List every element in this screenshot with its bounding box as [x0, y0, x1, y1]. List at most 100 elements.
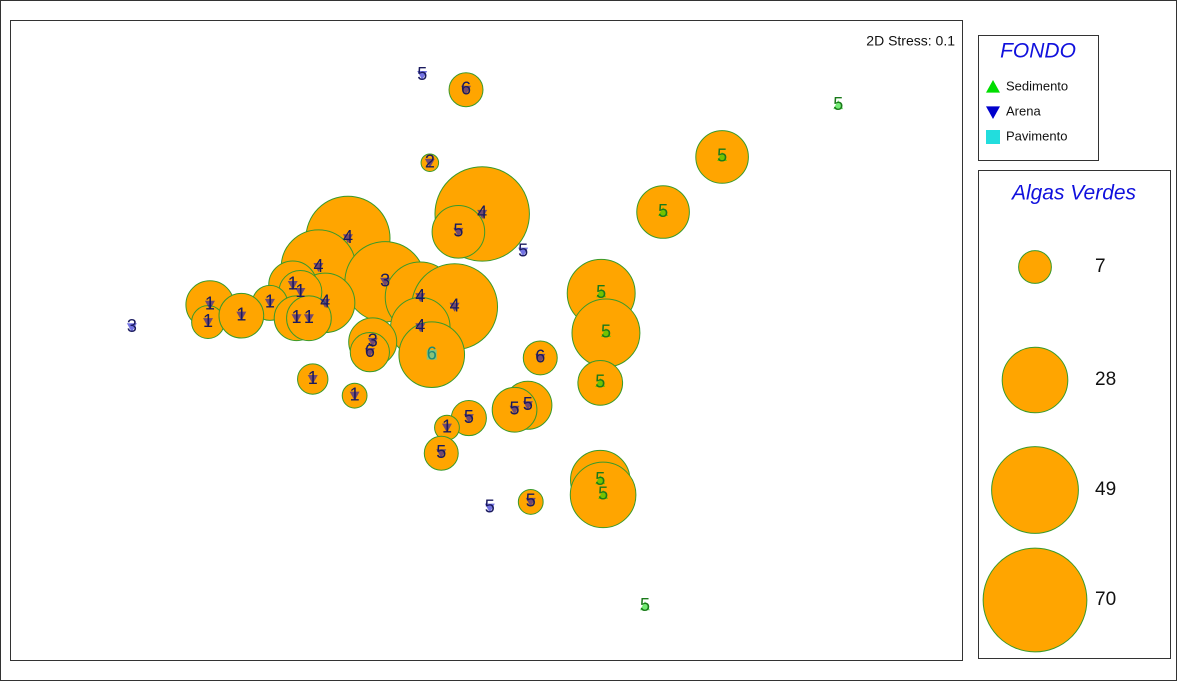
- point-marker: [595, 377, 606, 387]
- point-label: 5: [601, 322, 611, 342]
- point-marker: [417, 71, 428, 81]
- point-label: 5: [717, 146, 727, 166]
- point-marker: [463, 414, 474, 424]
- point-marker: [525, 497, 536, 507]
- point-label: 6: [461, 79, 471, 99]
- size-legend-label: 28: [1095, 369, 1116, 390]
- point-marker: [449, 302, 460, 312]
- point-label: 6: [427, 343, 437, 363]
- point-marker: [484, 503, 495, 513]
- point-label: 5: [510, 399, 520, 419]
- point-label: 2: [425, 151, 435, 171]
- point-label: 1: [236, 304, 246, 324]
- point-marker: [291, 314, 302, 324]
- point-label: 5: [595, 469, 605, 489]
- legend-label: Arena: [1006, 103, 1041, 118]
- point-marker: [717, 151, 728, 161]
- size-legend-bubble: [982, 547, 1088, 653]
- point-label: 1: [288, 274, 298, 294]
- point-label: 5: [436, 442, 446, 462]
- point-label: 5: [464, 407, 474, 427]
- point-marker: [518, 247, 529, 257]
- point-label: 5: [523, 394, 533, 414]
- legend-label: Pavimento: [1006, 128, 1067, 143]
- point-marker: [600, 327, 611, 337]
- point-label: 1: [304, 307, 314, 327]
- point-label: 5: [833, 94, 843, 114]
- point-marker: [295, 288, 306, 297]
- legend-marker: [986, 80, 1000, 93]
- point-label: 1: [292, 307, 302, 327]
- size-legend-bubble: [1018, 250, 1052, 284]
- point-label: 1: [295, 281, 305, 301]
- point-label: 4: [415, 316, 425, 336]
- point-label: 5: [485, 496, 495, 516]
- point-label: 4: [320, 292, 330, 312]
- legend-marker: [986, 106, 1000, 119]
- point-marker: [509, 405, 520, 415]
- point-label: 1: [442, 416, 452, 436]
- legend-marker: [986, 130, 1000, 144]
- point-label: 5: [658, 201, 668, 221]
- point-marker: [126, 323, 137, 333]
- point-marker: [596, 288, 607, 298]
- point-label: 5: [598, 484, 608, 504]
- point-marker: [424, 158, 435, 168]
- point-marker: [313, 263, 324, 273]
- legend-label: Sedimento: [1006, 78, 1068, 93]
- point-marker: [658, 207, 669, 216]
- point-marker: [320, 298, 331, 308]
- plot-area: [10, 20, 963, 661]
- point-marker: [477, 209, 488, 219]
- point-marker: [303, 314, 314, 324]
- point-label: 5: [453, 221, 463, 241]
- point-marker: [436, 449, 447, 459]
- point-label: 5: [417, 64, 427, 84]
- point-label: 4: [477, 203, 487, 223]
- point-marker: [441, 423, 452, 433]
- point-label: 4: [343, 227, 353, 247]
- point-marker: [426, 349, 437, 360]
- point-marker: [461, 85, 472, 95]
- point-label: 1: [265, 292, 275, 312]
- point-marker: [264, 298, 275, 308]
- size-legend-label: 70: [1095, 589, 1116, 610]
- size-legend-bubble: [991, 446, 1079, 534]
- point-marker: [342, 234, 353, 244]
- point-marker: [307, 375, 318, 385]
- point-marker: [535, 353, 546, 363]
- point-label: 5: [640, 595, 650, 615]
- point-marker: [203, 318, 214, 328]
- point-marker: [415, 323, 426, 333]
- point-label: 1: [203, 311, 213, 331]
- point-marker: [236, 311, 247, 321]
- point-marker: [204, 300, 215, 310]
- point-marker: [349, 391, 360, 401]
- point-marker: [598, 489, 609, 499]
- point-marker: [364, 348, 375, 358]
- size-legend-title: Algas Verdes: [1010, 182, 1137, 205]
- size-legend-label: 7: [1095, 256, 1106, 277]
- point-label: 4: [313, 256, 323, 276]
- point-label: 6: [365, 341, 375, 361]
- point-marker: [367, 337, 378, 347]
- point-label: 3: [127, 316, 137, 336]
- point-label: 5: [595, 372, 605, 392]
- point-label: 1: [205, 294, 215, 314]
- point-label: 5: [596, 282, 606, 302]
- point-label: 5: [526, 491, 536, 511]
- point-label: 3: [380, 271, 390, 291]
- point-label: 4: [415, 286, 425, 306]
- stress-annotation: 2D Stress: 0.1: [866, 33, 955, 49]
- point-marker: [415, 293, 426, 303]
- point-marker: [522, 401, 533, 411]
- point-marker: [639, 601, 650, 611]
- point-label: 3: [368, 331, 378, 351]
- size-legend-bubble: [1001, 346, 1069, 414]
- point-label: 6: [535, 347, 545, 367]
- point-marker: [595, 475, 606, 485]
- point-label: 1: [308, 368, 318, 388]
- point-marker: [833, 100, 844, 110]
- point-label: 5: [518, 240, 528, 260]
